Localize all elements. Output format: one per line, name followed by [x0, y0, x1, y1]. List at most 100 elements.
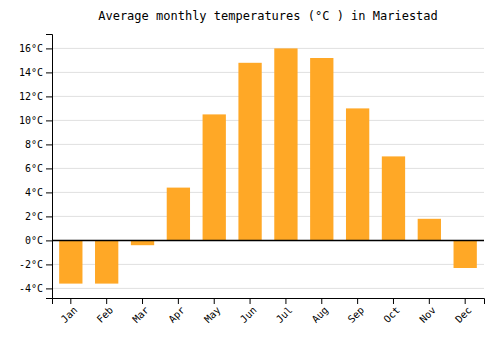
grid-line — [52, 144, 484, 145]
grid-line — [52, 288, 484, 289]
bar — [418, 219, 441, 241]
grid-line — [52, 240, 484, 241]
x-tick-mark — [106, 298, 107, 304]
y-tick-mark — [46, 48, 52, 49]
y-tick-label: 6°C — [25, 163, 43, 174]
x-tick: Apr — [166, 298, 187, 325]
y-tick-label: 0°C — [25, 235, 43, 246]
x-tick-mark — [429, 298, 430, 304]
x-tick: Aug — [310, 298, 331, 325]
grid-line — [52, 48, 484, 49]
grid-line — [52, 168, 484, 169]
x-tick: Oct — [381, 298, 402, 325]
x-tick-label: Aug — [310, 304, 331, 325]
y-tick: 12°C — [19, 91, 52, 102]
bar — [238, 63, 261, 241]
y-tick-mark — [46, 72, 52, 73]
y-tick-label: -2°C — [19, 259, 43, 270]
y-tick: 0°C — [25, 235, 52, 246]
bars — [52, 48, 484, 283]
bar — [274, 48, 297, 240]
x-tick: Feb — [95, 298, 116, 325]
x-tick-mark — [70, 298, 71, 304]
y-tick-mark — [46, 168, 52, 169]
grid-line — [52, 192, 484, 193]
bar — [95, 240, 118, 283]
y-axis-line — [46, 35, 53, 299]
x-tick-label: Jun — [238, 304, 259, 325]
x-tick-mark — [285, 298, 286, 304]
y-tick-label: 16°C — [19, 43, 43, 54]
x-tick: Nov — [417, 298, 438, 325]
x-tick-mark — [465, 298, 466, 304]
zero-line — [52, 240, 484, 242]
y-tick-mark — [46, 96, 52, 97]
y-tick-mark — [46, 264, 52, 265]
bar — [203, 114, 226, 240]
bar — [167, 188, 190, 241]
x-tick-mark — [250, 298, 251, 304]
y-tick-mark — [46, 192, 52, 193]
y-tick: 14°C — [19, 67, 52, 78]
x-tick-label: Oct — [381, 304, 402, 325]
x-tick-mark — [357, 298, 358, 304]
grid-line — [52, 120, 484, 121]
y-tick-mark — [46, 120, 52, 121]
x-tick: Sep — [346, 298, 367, 325]
bar — [59, 240, 82, 283]
y-tick-label: 10°C — [19, 115, 43, 126]
x-tick: Jan — [59, 298, 80, 325]
x-tick-label: Sep — [346, 304, 367, 325]
x-tick-mark — [178, 298, 179, 304]
x-axis-line — [53, 299, 485, 305]
y-tick: 6°C — [25, 163, 52, 174]
x-tick-mark — [142, 298, 143, 304]
y-tick-mark — [46, 240, 52, 241]
plot: -4°C -2°C 0°C 2°C 4°C 6°C 8°C 10°C 12°C 14°C 16°C J… — [19, 35, 485, 325]
chart: -4°C -2°C 0°C 2°C 4°C 6°C 8°C 10°C 12°C 14°C 16°C J… — [0, 0, 500, 350]
x-tick-label: Jul — [274, 304, 295, 325]
grid-line — [52, 96, 484, 97]
y-tick-label: 4°C — [25, 187, 43, 198]
grid-line — [52, 216, 484, 217]
y-tick-label: -4°C — [19, 283, 43, 294]
y-tick: 2°C — [25, 211, 52, 222]
y-tick: -2°C — [19, 259, 52, 270]
x-tick: May — [202, 298, 223, 325]
x-axis: Jan Feb Mar Apr May Jun Jul Aug Sep Oct Nov Dec — [53, 298, 485, 325]
x-tick-label: Apr — [166, 304, 187, 325]
y-tick: 4°C — [25, 187, 52, 198]
x-tick: Jul — [274, 298, 295, 325]
y-tick: 10°C — [19, 115, 52, 126]
grid — [52, 48, 484, 288]
x-tick-label: Feb — [95, 304, 116, 325]
y-tick-label: 14°C — [19, 67, 43, 78]
y-tick-mark — [46, 288, 52, 289]
bar — [454, 240, 477, 268]
y-tick-label: 2°C — [25, 211, 43, 222]
bar — [346, 108, 369, 240]
y-axis: -4°C -2°C 0°C 2°C 4°C 6°C 8°C 10°C 12°C 14°C 16°C — [19, 35, 53, 299]
x-tick-label: May — [202, 304, 223, 325]
x-tick-mark — [393, 298, 394, 304]
x-tick-mark — [214, 298, 215, 304]
y-tick-label: 8°C — [25, 139, 43, 150]
x-tick-label: Mar — [130, 304, 151, 325]
y-tick-label: 12°C — [19, 91, 43, 102]
x-tick-label: Jan — [59, 304, 80, 325]
bar — [310, 58, 333, 240]
x-tick: Dec — [453, 298, 474, 325]
x-tick-label: Nov — [417, 304, 438, 325]
x-tick: Mar — [130, 298, 151, 325]
y-tick-mark — [46, 216, 52, 217]
y-tick: 16°C — [19, 43, 52, 54]
bar — [382, 156, 405, 240]
y-tick: -4°C — [19, 283, 52, 294]
y-tick-mark — [46, 144, 52, 145]
x-tick-mark — [321, 298, 322, 304]
title: Average monthly temperatures (°C ) in Ma… — [98, 9, 438, 23]
x-tick-label: Dec — [453, 304, 474, 325]
grid-line — [52, 72, 484, 73]
x-tick: Jun — [238, 298, 259, 325]
y-tick: 8°C — [25, 139, 52, 150]
